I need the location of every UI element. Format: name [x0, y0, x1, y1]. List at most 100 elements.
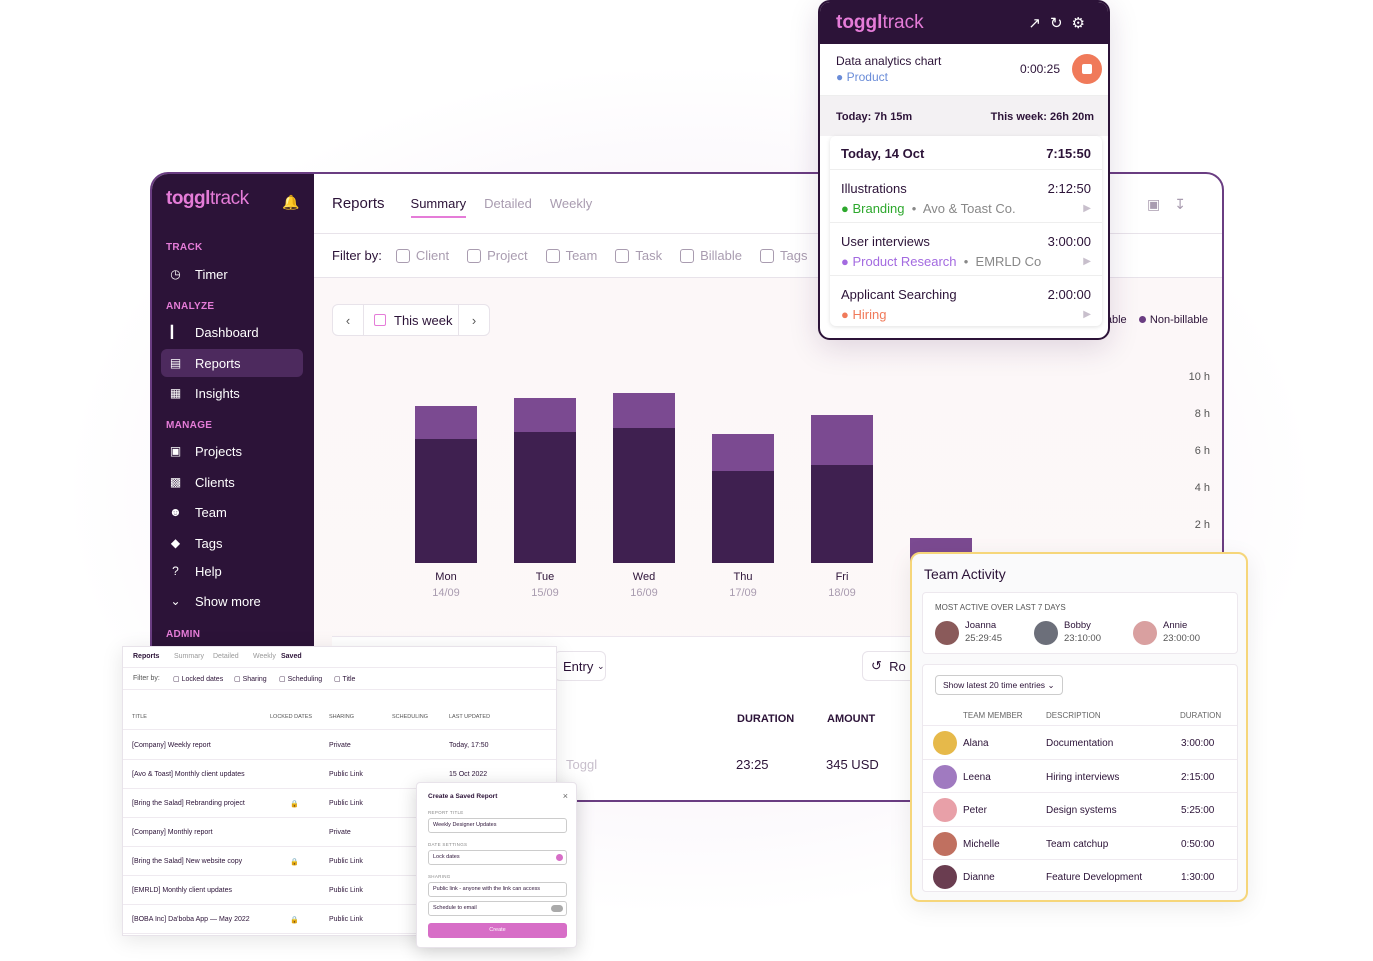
sidebar-item-help[interactable]: ? Help	[161, 557, 303, 585]
filter-project[interactable]: Project	[467, 248, 528, 263]
filter-scheduling[interactable]: ▢ Scheduling	[279, 676, 323, 683]
saved-report-row[interactable]: [Company] Weekly report Private Today, 17:…	[123, 731, 556, 760]
bar-segment-non-billable	[811, 464, 873, 563]
modal-title: Create a Saved Report	[428, 793, 498, 800]
chart-bar[interactable]	[811, 415, 873, 563]
sidebar-item-show-more[interactable]: ⌄ Show more	[161, 587, 303, 615]
filter-billable[interactable]: Billable	[680, 248, 742, 263]
sidebar-item-projects[interactable]: ▣ Projects	[169, 443, 242, 459]
gear-icon[interactable]: ⚙	[1071, 15, 1094, 32]
sync-icon[interactable]: ↻	[1049, 15, 1072, 32]
sidebar-item-team[interactable]: ☻ Team	[169, 504, 227, 520]
sharing-select[interactable]: Public link - anyone with the link can a…	[428, 882, 567, 897]
team-entry-row[interactable]: Peter Design systems 5:25:00	[923, 792, 1237, 825]
saved-filter-label: Filter by:	[133, 675, 160, 682]
saved-tab-reports[interactable]: Reports	[133, 653, 160, 660]
filter-client[interactable]: Client	[395, 248, 449, 263]
bell-icon[interactable]: 🔔	[282, 194, 300, 210]
saved-tab-saved[interactable]: Saved	[281, 653, 302, 660]
play-icon[interactable]: ▶	[1083, 203, 1091, 214]
chevron-left-icon[interactable]: ‹	[345, 312, 351, 328]
save-icon[interactable]: ▣	[1147, 196, 1175, 212]
play-icon[interactable]: ▶	[1083, 309, 1091, 320]
report-title: [Company] Monthly report	[132, 829, 213, 836]
filter-title[interactable]: ▢ Title	[334, 676, 356, 683]
avatar	[933, 831, 957, 856]
member-name: Annie	[1163, 620, 1188, 631]
running-entry[interactable]: Data analytics chart ● Product 0:00:25	[820, 44, 1108, 96]
report-title: [Bring the Salad] Rebranding project	[132, 800, 245, 807]
sidebar-item-dashboard[interactable]: ▎ Dashboard	[161, 318, 303, 346]
sidebar-item-tags[interactable]: ◆ Tags	[161, 529, 303, 557]
report-sharing: Public Link	[329, 887, 363, 894]
report-title-input[interactable]: Weekly Designer Updates	[428, 818, 567, 833]
team-entry-row[interactable]: Michelle Team catchup 0:50:00	[923, 825, 1237, 859]
close-icon[interactable]: ×	[562, 791, 568, 801]
lock-icon: 🔒	[290, 917, 299, 924]
open-external-icon[interactable]: ↗	[1028, 15, 1050, 32]
create-button[interactable]: Create	[428, 923, 567, 938]
tab-summary[interactable]: Summary	[410, 174, 466, 234]
saved-report-row[interactable]: [Avo & Toast] Monthly client updates Publ…	[123, 760, 556, 789]
chart-bar[interactable]	[415, 405, 477, 563]
filter-tags[interactable]: Tags	[760, 248, 807, 263]
member-name: Peter	[963, 805, 987, 816]
bar-segment-billable	[811, 415, 873, 465]
time-entry[interactable]: Applicant Searching 2:00:00 ● Hiring ▶	[830, 276, 1102, 326]
bar-chart-icon: ▎	[170, 325, 181, 339]
timer-logo: toggltrack	[836, 12, 924, 33]
report-title: [EMRLD] Monthly client updates	[132, 887, 232, 894]
saved-tab-detailed[interactable]: Detailed	[213, 653, 239, 660]
client-icon	[395, 248, 410, 263]
tab-detailed[interactable]: Detailed	[484, 195, 532, 211]
entry-description: Hiring interviews	[1046, 771, 1120, 783]
sidebar-item-clients[interactable]: ▩ Clients	[169, 474, 235, 490]
time-entry[interactable]: Illustrations 2:12:50 ● Branding • Avo &…	[830, 170, 1102, 223]
saved-report-row[interactable]: [EMRLD] Monthly client updates Public Lin…	[123, 876, 556, 905]
download-icon[interactable]: ↧	[1174, 196, 1200, 212]
entry-dropdown[interactable]: Entry ⌄	[554, 651, 606, 681]
avatar	[933, 764, 957, 789]
sidebar-item-reports[interactable]: ▤ Reports	[161, 349, 303, 377]
timer-header: toggltrack ↗↻⚙	[820, 2, 1108, 44]
saved-report-row[interactable]: [Bring the Salad] New website copy Public…	[123, 847, 556, 876]
team-entry-row[interactable]: Alana Documentation 3:00:00	[923, 725, 1237, 758]
entry-time: 2:00:00	[1047, 287, 1091, 302]
lock-dates-toggle[interactable]: Lock dates	[428, 850, 567, 865]
chevron-right-icon[interactable]: ›	[471, 312, 477, 328]
stop-icon	[1082, 64, 1092, 74]
chart-bar[interactable]	[514, 398, 576, 563]
time-entry[interactable]: User interviews 3:00:00 ● Product Resear…	[830, 223, 1102, 276]
play-icon[interactable]: ▶	[1083, 256, 1091, 267]
tab-weekly[interactable]: Weekly	[549, 195, 593, 211]
team-entry-row[interactable]: Leena Hiring interviews 2:15:00	[923, 758, 1237, 792]
filter-sharing[interactable]: ▢ Sharing	[234, 676, 267, 683]
logo[interactable]: toggltrack	[166, 188, 249, 209]
stop-button[interactable]	[1072, 54, 1102, 84]
chart-bar[interactable]	[613, 392, 675, 563]
bar-segment-non-billable	[514, 431, 576, 563]
header-member: TEAM MEMBER	[963, 711, 1023, 720]
avatar	[933, 731, 957, 755]
saved-report-row[interactable]: [Bring the Salad] Rebranding project Publ…	[123, 789, 556, 818]
filter-locked-dates[interactable]: ▢ Locked dates	[173, 676, 224, 683]
day-header: Today, 14 Oct 7:15:50	[830, 136, 1102, 170]
date-range-picker[interactable]: ‹ This week ›	[332, 304, 490, 336]
chart-bar[interactable]	[712, 433, 774, 563]
filter-team[interactable]: Team	[545, 248, 597, 263]
sidebar-item-insights[interactable]: ▦ Insights	[169, 385, 240, 401]
bar-segment-billable	[514, 398, 576, 432]
chevron-down-icon: ⌄	[170, 594, 181, 608]
entry-description: Team catchup	[1046, 838, 1109, 850]
team-entry-row[interactable]: Dianne Feature Development 1:30:00	[923, 859, 1237, 892]
filter-task[interactable]: Task	[615, 248, 662, 263]
saved-report-row[interactable]: [Company] Monthly report Private	[123, 818, 556, 847]
entries-dropdown[interactable]: Show latest 20 time entries ⌄	[935, 675, 1063, 695]
member-time: 23:10:00	[1064, 633, 1101, 644]
schedule-toggle[interactable]: Schedule to email	[428, 901, 567, 916]
sidebar-item-timer[interactable]: ◷ Timer	[161, 260, 303, 288]
saved-tab-weekly[interactable]: Weekly	[253, 653, 276, 660]
saved-tab-summary[interactable]: Summary	[174, 653, 204, 660]
saved-report-row[interactable]: [BOBA Inc] Da'boba App — May 2022 Public …	[123, 905, 556, 934]
dollar-icon	[680, 248, 695, 263]
